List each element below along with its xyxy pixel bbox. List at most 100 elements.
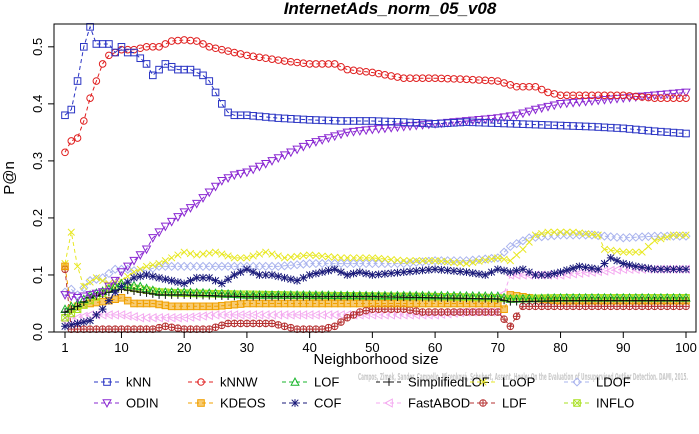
data-point xyxy=(180,325,188,333)
data-point xyxy=(469,258,477,267)
data-point xyxy=(192,37,201,45)
data-point xyxy=(305,299,314,308)
data-point xyxy=(312,251,320,260)
data-point xyxy=(487,308,496,316)
data-point xyxy=(612,232,622,242)
data-point xyxy=(149,299,157,308)
data-point xyxy=(161,275,170,284)
legend-label: INFLO xyxy=(596,396,634,411)
legend-item-fastabod: FastABOD xyxy=(376,396,470,411)
data-point xyxy=(261,271,270,279)
legend-label: LOF xyxy=(314,375,339,390)
data-point xyxy=(298,142,309,152)
data-point xyxy=(268,319,276,328)
watermark: Campos, Zimek, Sander, Campello, Micenko… xyxy=(358,371,688,383)
data-point xyxy=(274,299,283,308)
data-point xyxy=(668,89,679,99)
data-point xyxy=(324,266,333,275)
data-point xyxy=(254,261,265,272)
data-point xyxy=(505,241,515,252)
data-point xyxy=(136,325,145,333)
data-point xyxy=(130,268,138,276)
data-point xyxy=(155,324,163,332)
data-point xyxy=(67,228,75,236)
data-point xyxy=(330,322,339,331)
data-point xyxy=(279,151,290,161)
legend-label: ODIN xyxy=(126,396,159,411)
data-point xyxy=(331,253,339,261)
data-point xyxy=(481,256,489,264)
data-point xyxy=(493,265,502,274)
data-point xyxy=(462,308,471,316)
data-point xyxy=(230,319,239,328)
data-point xyxy=(337,299,345,308)
data-point xyxy=(412,307,421,315)
data-point xyxy=(199,325,207,333)
data-point xyxy=(474,116,484,125)
data-point xyxy=(324,253,333,261)
data-point xyxy=(569,228,577,236)
data-point xyxy=(373,125,384,134)
legend-item-odin: ODIN xyxy=(94,396,159,411)
data-point xyxy=(374,258,384,269)
data-point xyxy=(155,273,163,282)
x-tick-label: 20 xyxy=(177,340,191,355)
legend-label: LDOF xyxy=(596,375,631,390)
y-tick-label: 0.4 xyxy=(30,95,45,113)
data-point xyxy=(123,278,132,286)
data-point xyxy=(468,308,477,316)
data-point xyxy=(130,299,138,308)
data-point xyxy=(425,257,433,265)
data-point xyxy=(111,295,119,304)
data-point xyxy=(450,308,458,316)
data-point xyxy=(223,261,233,272)
data-point xyxy=(656,231,666,241)
data-point xyxy=(494,254,502,262)
data-point xyxy=(180,279,189,288)
data-point xyxy=(86,278,94,286)
legend-label: COF xyxy=(314,396,342,411)
data-point xyxy=(129,256,139,266)
data-point xyxy=(387,255,395,264)
data-point xyxy=(500,296,508,305)
data-point xyxy=(436,256,446,266)
legend: kNN kNNW LOF SimplifiedLOF LoOP LDOF ODIN KDEOS… xyxy=(94,375,634,411)
legend-marker xyxy=(197,399,205,407)
data-point xyxy=(462,259,471,268)
data-point xyxy=(525,268,534,277)
data-point xyxy=(192,261,202,272)
series-line xyxy=(64,231,686,288)
data-point xyxy=(618,233,628,243)
data-point xyxy=(493,295,502,303)
data-point xyxy=(657,265,665,274)
data-point xyxy=(638,248,646,256)
data-point xyxy=(625,248,634,256)
data-point xyxy=(274,321,283,329)
data-point xyxy=(217,279,226,288)
data-point xyxy=(293,299,301,308)
data-point xyxy=(606,253,615,262)
data-point xyxy=(606,232,616,242)
data-point xyxy=(204,261,214,272)
data-point xyxy=(362,254,370,262)
data-point xyxy=(682,265,690,274)
y-axis: 0.0 0.1 0.2 0.3 0.4 0.5 xyxy=(30,38,54,341)
data-point xyxy=(431,308,439,316)
data-point xyxy=(136,272,145,281)
data-point xyxy=(86,94,94,102)
data-point xyxy=(186,276,195,285)
data-point xyxy=(205,249,213,257)
data-point xyxy=(605,95,616,105)
data-point xyxy=(117,43,126,51)
data-point xyxy=(229,171,240,181)
data-point xyxy=(500,255,508,263)
data-point xyxy=(682,231,690,239)
data-point xyxy=(117,325,126,333)
plot-frame xyxy=(53,23,697,333)
data-point xyxy=(67,137,76,145)
data-point xyxy=(217,177,227,186)
data-point xyxy=(632,248,640,256)
data-point xyxy=(600,245,609,253)
data-point xyxy=(110,264,120,274)
